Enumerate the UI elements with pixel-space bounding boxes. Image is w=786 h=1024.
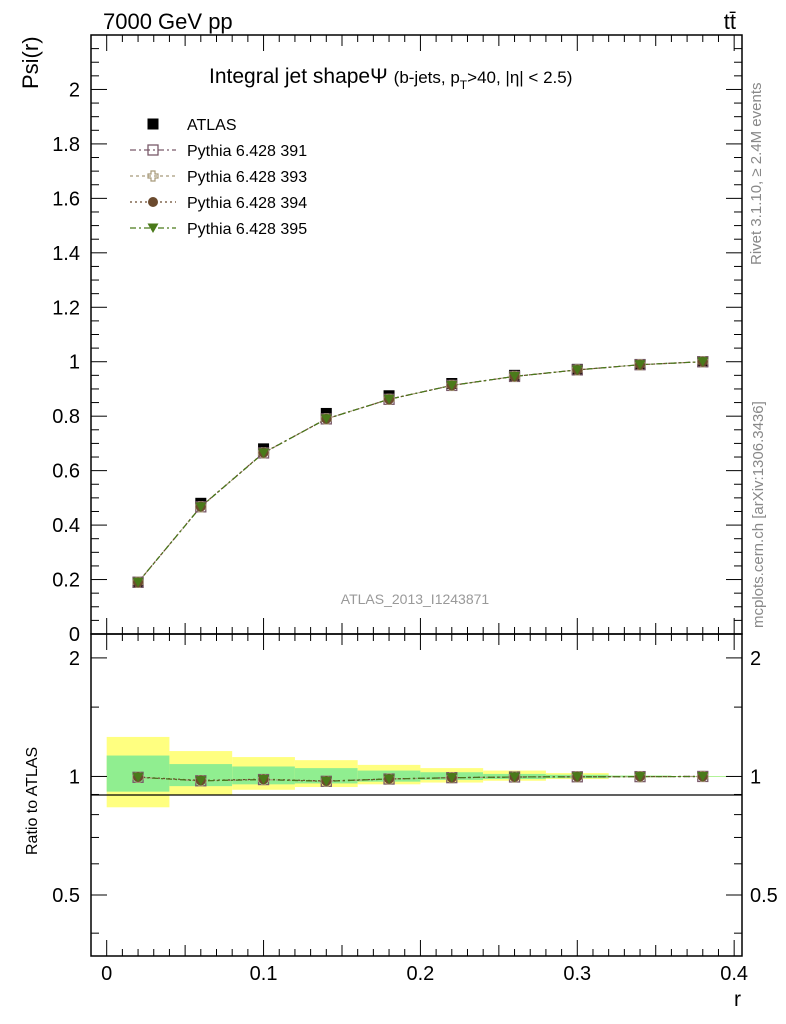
data-point-4 bbox=[571, 365, 583, 375]
ratio-point-3 bbox=[258, 775, 270, 785]
data-point-4 bbox=[132, 577, 144, 588]
main-y-tick-label: 0 bbox=[69, 624, 80, 646]
ratio-series-lines bbox=[138, 775, 703, 782]
series-line-3 bbox=[137, 361, 703, 583]
x-tick-label: 0 bbox=[101, 963, 112, 985]
data-point-4 bbox=[320, 414, 332, 424]
ratio-point-3 bbox=[697, 771, 709, 782]
x-tick-labels: 0 0.1 0.2 0.3 0.4 bbox=[101, 963, 748, 985]
data-point-4 bbox=[383, 394, 395, 405]
mcplots-label: mcplots.cern.ch [arXiv:1306.3436] bbox=[750, 401, 767, 628]
chart-title-main: Integral jet shape bbox=[209, 65, 370, 88]
ratio-y-axis-label: Ratio to ATLAS bbox=[24, 747, 41, 855]
legend-marker bbox=[147, 144, 159, 156]
ratio-point-3 bbox=[446, 773, 458, 783]
main-y-tick-label: 2 bbox=[69, 79, 80, 101]
data-point-4 bbox=[446, 380, 458, 391]
main-y-tick-label: 1.4 bbox=[52, 243, 80, 265]
series-line-4 bbox=[137, 361, 703, 583]
main-y-tick-label: 1.6 bbox=[52, 188, 80, 210]
data-point-4 bbox=[195, 502, 207, 512]
legend-marker bbox=[148, 197, 158, 207]
data-point-4 bbox=[634, 360, 646, 370]
ratio-panel: 0.5 0.51 12 2 0 0.1 0.2 0.3 0.4 Ratio to ATLAS … bbox=[24, 633, 778, 1011]
main-y-tick-label: 0.6 bbox=[52, 461, 80, 483]
main-y-tick-label: 0.2 bbox=[52, 570, 80, 592]
chart-title-sub: (b-jets, p bbox=[394, 68, 460, 87]
legend-entry: Pythia 6.428 393 bbox=[187, 169, 307, 186]
ratio-y-tick-label-right: 2 bbox=[750, 648, 761, 670]
ratio-point-3 bbox=[509, 772, 521, 782]
ratio-point-3 bbox=[571, 772, 583, 782]
ratio-axis-ticks bbox=[91, 634, 742, 956]
chart-title-sub-rest: >40, |η| < 2.5) bbox=[467, 68, 572, 87]
x-tick-label: 0.4 bbox=[720, 963, 748, 985]
data-point-4 bbox=[509, 371, 521, 382]
main-panel: 0 0.2 0.4 0.6 0.8 1 1.2 1.4 1.6 1.8 2 Psi(r) Integ… bbox=[18, 34, 743, 646]
main-y-tick-label: 0.8 bbox=[52, 406, 80, 428]
main-series-lines bbox=[137, 361, 703, 583]
main-axis-ticks bbox=[91, 34, 742, 635]
ratio-line-3 bbox=[138, 775, 703, 782]
ratio-point-3 bbox=[634, 772, 646, 782]
legend-marker bbox=[147, 118, 159, 130]
legend-marker bbox=[147, 170, 159, 182]
legend-entry: Pythia 6.428 395 bbox=[187, 221, 307, 238]
ratio-point-3 bbox=[132, 772, 144, 783]
ratio-point-3 bbox=[195, 776, 207, 786]
data-point-4 bbox=[697, 357, 709, 367]
main-y-tick-label: 0.4 bbox=[52, 515, 80, 537]
rivet-version-label: Rivet 3.1.10, ≥ 2.4M events bbox=[748, 83, 765, 266]
main-y-tick-label: 1.2 bbox=[52, 297, 80, 319]
ratio-line-2 bbox=[138, 775, 703, 782]
x-tick-label: 0.3 bbox=[563, 963, 591, 985]
x-axis-label: r bbox=[734, 988, 741, 1011]
ratio-y-tick-label-right: 0.5 bbox=[750, 885, 778, 907]
chart-title: Integral jet shapeΨ (b-jets, pT>40, |η| <… bbox=[209, 65, 572, 92]
main-y-axis-label: Psi(r) bbox=[18, 36, 43, 89]
legend-entry: Pythia 6.428 391 bbox=[187, 143, 307, 160]
main-y-tick-label: 1.8 bbox=[52, 134, 80, 156]
legend: ATLAS Pythia 6.428 391 Pythia 6.428 393 Pyt… bbox=[130, 117, 307, 238]
main-series-points bbox=[132, 356, 709, 588]
x-tick-label: 0.2 bbox=[407, 963, 435, 985]
beam-label: 7000 GeV pp bbox=[103, 9, 233, 34]
ratio-y-tick-label-right: 1 bbox=[750, 766, 761, 788]
chart-title-symbol: Ψ bbox=[370, 65, 388, 88]
ratio-point-3 bbox=[383, 774, 395, 785]
series-line-2 bbox=[137, 361, 703, 583]
series-line-1 bbox=[137, 361, 703, 583]
process-label: tt̄ bbox=[724, 9, 736, 34]
ratio-y-tick-label: 1 bbox=[69, 766, 80, 788]
ratio-frame bbox=[90, 633, 743, 957]
data-point-4 bbox=[258, 448, 270, 458]
chart-title-sub-index: T bbox=[460, 78, 468, 92]
legend-entry: ATLAS bbox=[187, 117, 237, 134]
ratio-series-points bbox=[132, 770, 709, 787]
legend-entry: Pythia 6.428 394 bbox=[187, 195, 307, 212]
ratio-y-tick-label: 0.5 bbox=[52, 885, 80, 907]
main-y-tick-label: 1 bbox=[69, 352, 80, 374]
main-y-tick-labels: 0 0.2 0.4 0.6 0.8 1 1.2 1.4 1.6 1.8 2 bbox=[52, 79, 80, 646]
ratio-y-tick-label: 2 bbox=[69, 648, 80, 670]
ratio-point-3 bbox=[320, 776, 332, 787]
x-tick-label: 0.1 bbox=[250, 963, 278, 985]
analysis-watermark: ATLAS_2013_I1243871 bbox=[341, 591, 490, 607]
ratio-y-tick-labels: 0.5 0.5 1 1 2 2 bbox=[52, 648, 778, 907]
legend-marker bbox=[147, 223, 159, 233]
